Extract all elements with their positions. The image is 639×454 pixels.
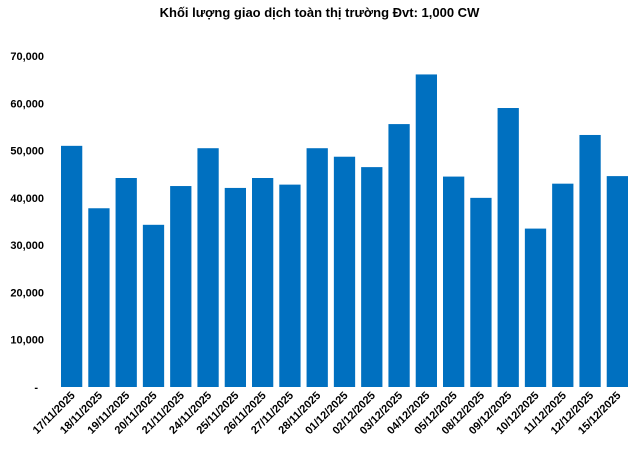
bar bbox=[88, 208, 110, 387]
y-tick-label: 70,000 bbox=[10, 51, 44, 63]
bar bbox=[497, 108, 519, 387]
bar bbox=[170, 186, 192, 387]
bar bbox=[552, 183, 574, 387]
bar bbox=[142, 224, 165, 387]
y-axis: - 10,000 20,000 30,000 40,000 50,000 60,000 70,… bbox=[10, 51, 44, 394]
bar bbox=[470, 197, 492, 387]
bar bbox=[579, 134, 601, 387]
bar bbox=[388, 124, 410, 387]
bar bbox=[361, 167, 383, 387]
chart-title: Khối lượng giao dịch toàn thị trường Đvt… bbox=[160, 5, 480, 20]
bar bbox=[606, 176, 628, 387]
y-tick-label: - bbox=[34, 382, 38, 394]
bar bbox=[279, 184, 301, 387]
y-tick-label: 60,000 bbox=[10, 98, 44, 110]
x-axis: 17/11/202518/11/202519/11/202520/11/2025… bbox=[31, 390, 624, 437]
bar bbox=[524, 228, 547, 387]
bar bbox=[61, 145, 83, 387]
y-tick-label: 20,000 bbox=[10, 287, 44, 299]
bar bbox=[115, 178, 137, 387]
y-tick-label: 40,000 bbox=[10, 193, 44, 205]
bar bbox=[333, 156, 356, 387]
bar bbox=[252, 178, 274, 387]
y-tick-label: 30,000 bbox=[10, 240, 44, 252]
bar bbox=[415, 74, 437, 387]
y-tick-label: 50,000 bbox=[10, 146, 44, 158]
bar bbox=[197, 148, 219, 387]
bars bbox=[61, 74, 628, 387]
y-tick-label: 10,000 bbox=[10, 335, 44, 347]
bar bbox=[443, 176, 465, 387]
bar bbox=[224, 187, 246, 387]
bar bbox=[306, 148, 328, 387]
